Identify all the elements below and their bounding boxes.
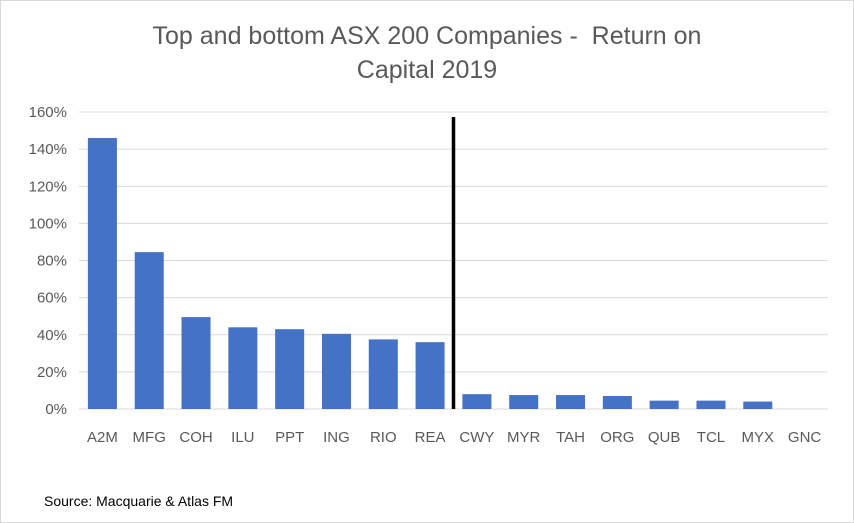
- x-tick-label: COH: [179, 429, 212, 446]
- x-tick-label: PPT: [275, 429, 304, 446]
- y-tick-label: 20%: [37, 364, 67, 381]
- bar-myx: [743, 401, 773, 409]
- x-tick-label: ORG: [600, 429, 634, 446]
- bar-ing: [321, 333, 351, 409]
- x-tick-label: ILU: [231, 429, 254, 446]
- y-tick-label: 0%: [45, 401, 67, 418]
- bar-coh: [181, 317, 211, 409]
- bar-qub: [649, 400, 679, 409]
- bar-tah: [556, 395, 586, 409]
- x-tick-label: ING: [323, 429, 350, 446]
- chart-title-line-1: Top and bottom ASX 200 Companies - Retur…: [152, 22, 702, 50]
- x-tick-label: A2M: [87, 429, 118, 446]
- x-tick-label: CWY: [459, 429, 494, 446]
- bar-cwy: [462, 394, 492, 409]
- bar-a2m: [87, 137, 117, 410]
- source-note: Source: Macquarie & Atlas FM: [44, 493, 234, 509]
- bar-rio: [368, 339, 398, 409]
- x-tick-label: TAH: [556, 429, 585, 446]
- bars: [87, 137, 773, 410]
- y-tick-label: 100%: [29, 215, 67, 232]
- bar-rea: [415, 342, 445, 409]
- x-tick-label: RIO: [370, 429, 397, 446]
- y-tick-label: 80%: [37, 253, 67, 270]
- bar-org: [602, 396, 632, 409]
- chart-title-line-2: Capital 2019: [356, 56, 498, 84]
- y-tick-label: 120%: [29, 178, 67, 195]
- x-tick-label: MFG: [133, 429, 166, 446]
- x-axis-ticks: A2M MFG COH ILU PPT ING RIO REA CWY MYR TAH ORG QUB T…: [87, 429, 821, 446]
- x-tick-label: MYR: [507, 429, 541, 446]
- bar-tcl: [696, 400, 726, 409]
- bar-myr: [509, 395, 539, 409]
- bar-ppt: [275, 329, 305, 409]
- x-tick-label: TCL: [697, 429, 725, 446]
- bar-ilu: [228, 327, 258, 409]
- y-tick-label: 40%: [37, 327, 67, 344]
- x-tick-label: QUB: [648, 429, 681, 446]
- y-axis-ticks: 0% 20% 40% 60% 80% 100% 120% 140% 160%: [29, 104, 67, 418]
- y-tick-label: 60%: [37, 290, 67, 307]
- chart-title: Top and bottom ASX 200 Companies - Retur…: [1, 19, 853, 87]
- x-tick-label: REA: [415, 429, 446, 446]
- y-tick-label: 160%: [29, 104, 67, 121]
- bar-mfg: [134, 252, 164, 409]
- x-tick-label: GNC: [788, 429, 822, 446]
- y-tick-label: 140%: [29, 141, 67, 158]
- x-tick-label: MYX: [742, 429, 775, 446]
